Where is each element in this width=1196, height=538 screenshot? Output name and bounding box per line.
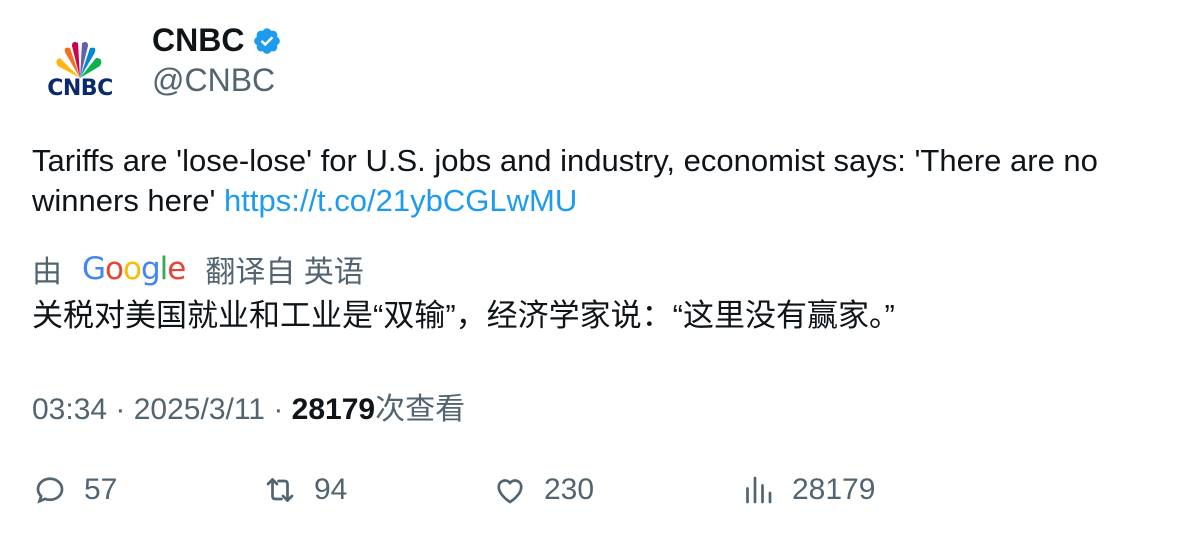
translation-attribution: 由 Google 翻译自 英语 [32, 247, 364, 291]
tweet-link[interactable]: https://t.co/21ybCGLwMU [224, 183, 578, 218]
views-button[interactable]: 28179 [740, 472, 875, 508]
meta-separator: · [107, 393, 134, 426]
analytics-icon [746, 476, 772, 504]
author-name-row: CNBC [152, 22, 282, 59]
verified-badge-icon [254, 27, 281, 54]
tweet-body: Tariffs are 'lose-lose' for U.S. jobs an… [32, 143, 1098, 218]
like-count: 230 [544, 473, 595, 506]
retweet-count: 94 [314, 473, 348, 506]
reply-count: 57 [84, 473, 118, 506]
like-button[interactable]: 230 [492, 472, 594, 508]
retweet-icon [266, 478, 294, 502]
retweet-button[interactable]: 94 [262, 472, 347, 508]
google-logo: Google [82, 251, 186, 287]
view-count-label: 次查看 [375, 393, 466, 426]
tweet-time[interactable]: 03:34 [32, 393, 108, 426]
reply-icon [36, 477, 64, 504]
tweet-text: Tariffs are 'lose-lose' for U.S. jobs an… [32, 141, 1172, 221]
display-name[interactable]: CNBC [152, 22, 245, 58]
meta-separator: · [265, 393, 292, 426]
reply-button[interactable]: 57 [32, 472, 117, 508]
views-count: 28179 [792, 473, 876, 506]
avatar-wordmark: CNBC [47, 76, 113, 101]
view-count: 28179 [291, 393, 376, 426]
nbc-peacock-icon [56, 42, 102, 78]
translation-suffix: 翻译自 英语 [205, 256, 364, 289]
tweet-date[interactable]: 2025/3/11 [133, 393, 265, 426]
translation-prefix: 由 [32, 256, 62, 289]
translated-text: 关税对美国就业和工业是“双输”，经济学家说：“这里没有赢家。” [32, 298, 895, 333]
avatar[interactable]: CNBC [34, 30, 126, 122]
heart-icon [497, 479, 523, 504]
tweet-meta: 03:34 · 2025/3/11 · 28179次查看 [32, 384, 465, 428]
author-handle[interactable]: @CNBC [152, 62, 276, 98]
